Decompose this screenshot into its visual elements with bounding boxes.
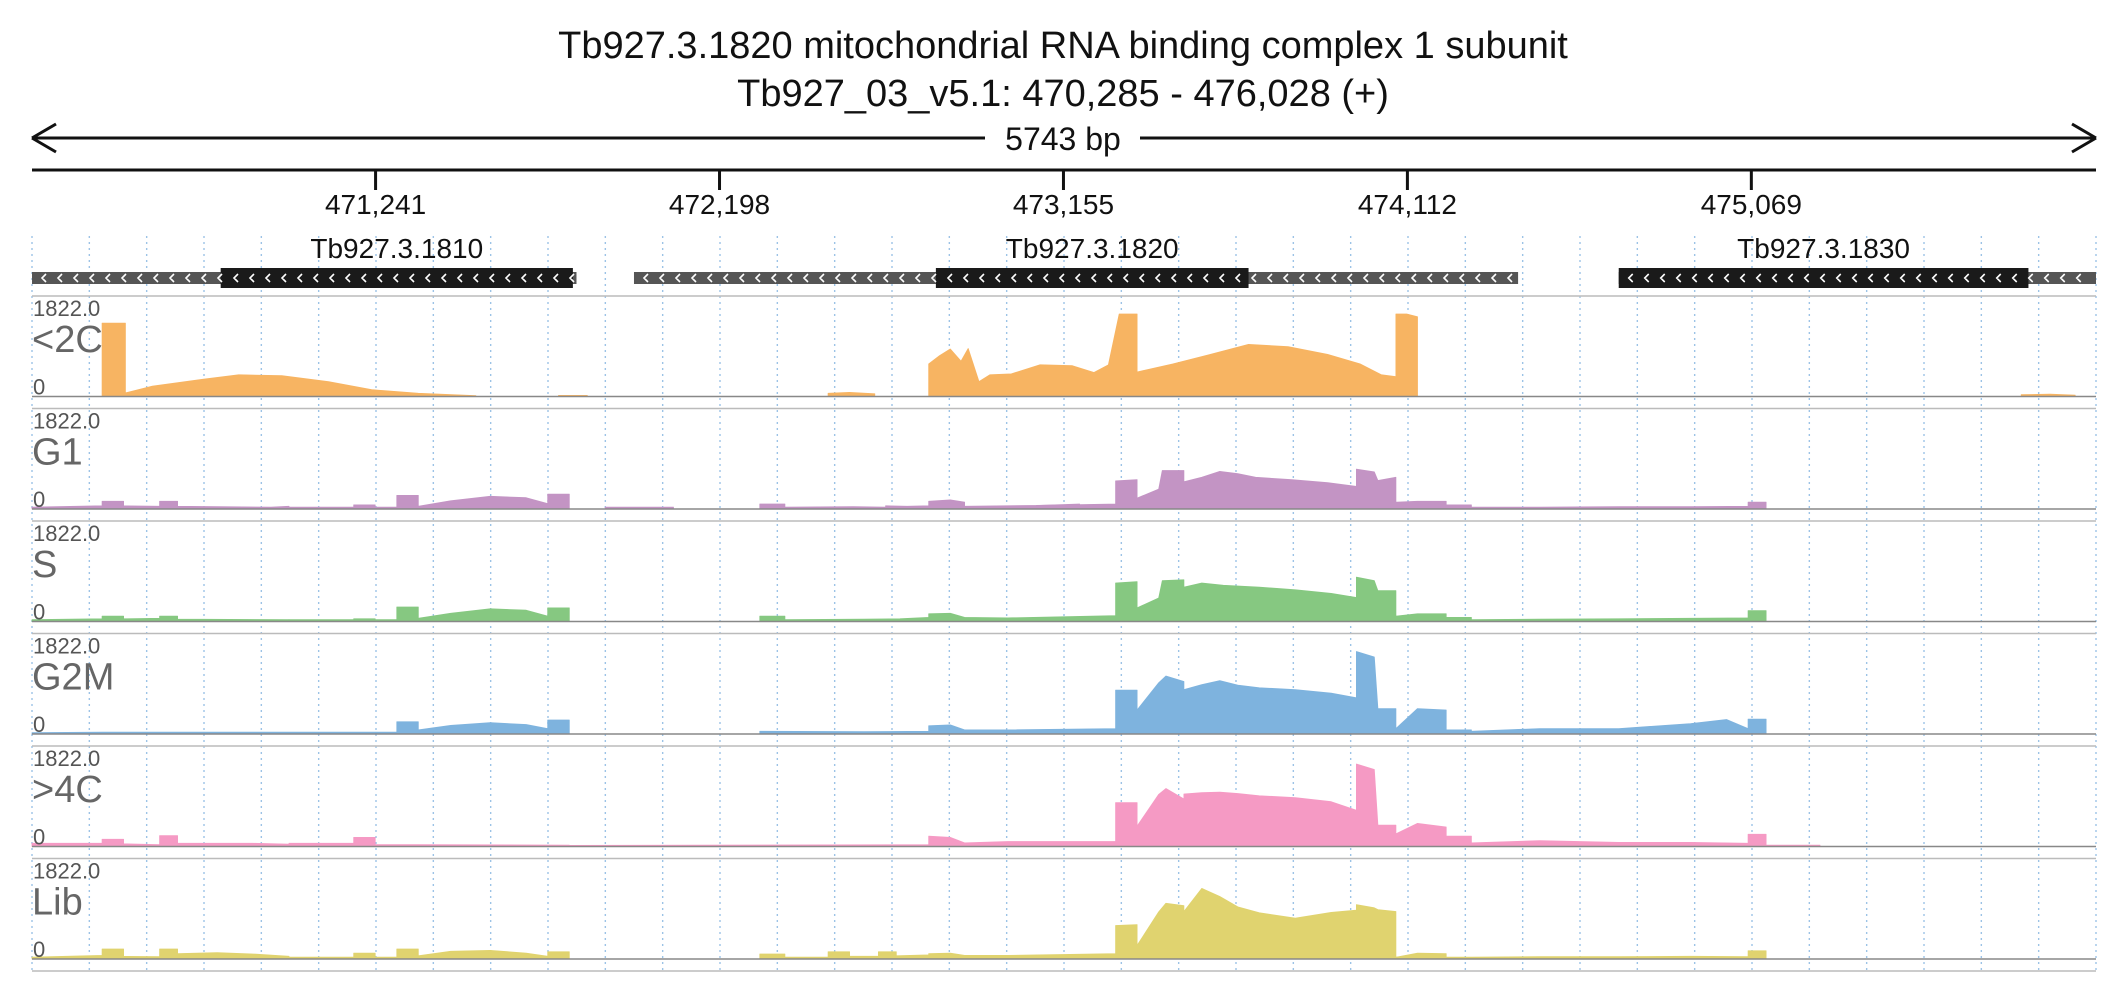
gene-strand-arrows-1 — [642, 273, 1513, 283]
track-min-label-2: 0 — [33, 600, 45, 625]
track-2: 1822.0 0 S — [31, 520, 2096, 625]
track-4: 1822.0 0 >4C — [31, 745, 2096, 850]
span-label: 5743 bp — [1005, 121, 1121, 157]
gene-cds-0 — [220, 268, 573, 288]
coverage-area-5-1 — [288, 948, 570, 960]
track-min-label-0: 0 — [33, 375, 45, 400]
track-0: 1822.0 0 <2C — [32, 295, 2096, 400]
gene-2: Tb927.3.1830 — [1618, 233, 2096, 288]
gene-strand-arrows-2 — [1627, 273, 2082, 283]
track-name-5: Lib — [32, 882, 83, 924]
track-max-label-0: 1822.0 — [33, 296, 100, 321]
axis-tick-label-0: 471,241 — [325, 189, 426, 220]
coverage-area-1-4 — [1036, 468, 1472, 510]
coverage-area-2-2 — [759, 576, 1767, 622]
axis-tick-label-4: 475,069 — [1701, 189, 1802, 220]
span-arrow-left — [31, 122, 57, 154]
coverage-area-1-0 — [31, 500, 290, 510]
coverage-area-3-0 — [31, 719, 570, 735]
track-5: 1822.0 0 Lib — [31, 857, 2096, 962]
span-indicator: 5743 bp — [31, 121, 2097, 157]
coverage-area-1-5 — [1471, 501, 1767, 510]
axis-ticks: 471,241 472,198 473,155 474,112 475,069 — [325, 170, 1802, 220]
track-name-3: G2M — [32, 657, 114, 699]
coverage-area-0-0 — [101, 322, 477, 397]
track-3: 1822.0 0 G2M — [31, 632, 2096, 737]
coverage-area-0-3 — [928, 313, 1418, 397]
coverage-area-4-0 — [31, 835, 290, 847]
track-name-4: >4C — [32, 769, 103, 811]
coverage-area-3-1 — [759, 651, 1767, 735]
track-min-label-3: 0 — [33, 712, 45, 737]
track-name-0: <2C — [32, 319, 103, 361]
gene-strand-arrows-0 — [40, 273, 575, 283]
coverage-area-4-2 — [568, 763, 1821, 847]
track-name-2: S — [32, 544, 57, 586]
gene-label-2: Tb927.3.1830 — [1737, 233, 1910, 264]
gene-cds-2 — [1618, 268, 2029, 288]
track-max-label-1: 1822.0 — [33, 409, 100, 434]
coverage-area-1-3 — [759, 499, 1080, 510]
coverage-area-2-0 — [31, 615, 290, 622]
gene-label-1: Tb927.3.1820 — [1006, 233, 1179, 264]
track-max-label-5: 1822.0 — [33, 859, 100, 884]
track-1: 1822.0 0 G1 — [31, 407, 2096, 512]
chart-title: Tb927.3.1820 mitochondrial RNA binding c… — [558, 25, 1568, 67]
axis-tick-label-1: 472,198 — [669, 189, 770, 220]
coverage-area-1-1 — [288, 493, 570, 510]
track-max-label-3: 1822.0 — [33, 634, 100, 659]
chart-subtitle: Tb927_03_v5.1: 470,285 - 476,028 (+) — [737, 73, 1389, 115]
track-min-label-4: 0 — [33, 825, 45, 850]
axis-tick-label-3: 474,112 — [1358, 189, 1457, 220]
coverage-area-4-1 — [288, 837, 570, 847]
axis-tick-label-2: 473,155 — [1013, 189, 1114, 220]
gene-label-0: Tb927.3.1810 — [310, 233, 483, 264]
coverage-area-2-1 — [288, 606, 570, 622]
track-min-label-5: 0 — [33, 937, 45, 962]
gene-1: Tb927.3.1820 — [633, 233, 1519, 288]
gene-track: Tb927.3.1810 Tb927.3.1820 Tb927.3.1830 — [32, 233, 2096, 288]
coverage-area-5-2 — [759, 888, 1767, 960]
gene-0: Tb927.3.1810 — [32, 233, 577, 288]
coverage-area-5-0 — [31, 948, 290, 960]
track-min-label-1: 0 — [33, 487, 45, 512]
span-arrow-right — [2071, 122, 2097, 154]
coverage-tracks: 1822.00<2C1822.00G11822.00S1822.00G2M182… — [31, 295, 2096, 972]
track-max-label-2: 1822.0 — [33, 521, 100, 546]
grid-lines — [31, 236, 2097, 971]
track-name-1: G1 — [32, 432, 83, 474]
track-max-label-4: 1822.0 — [33, 746, 100, 771]
